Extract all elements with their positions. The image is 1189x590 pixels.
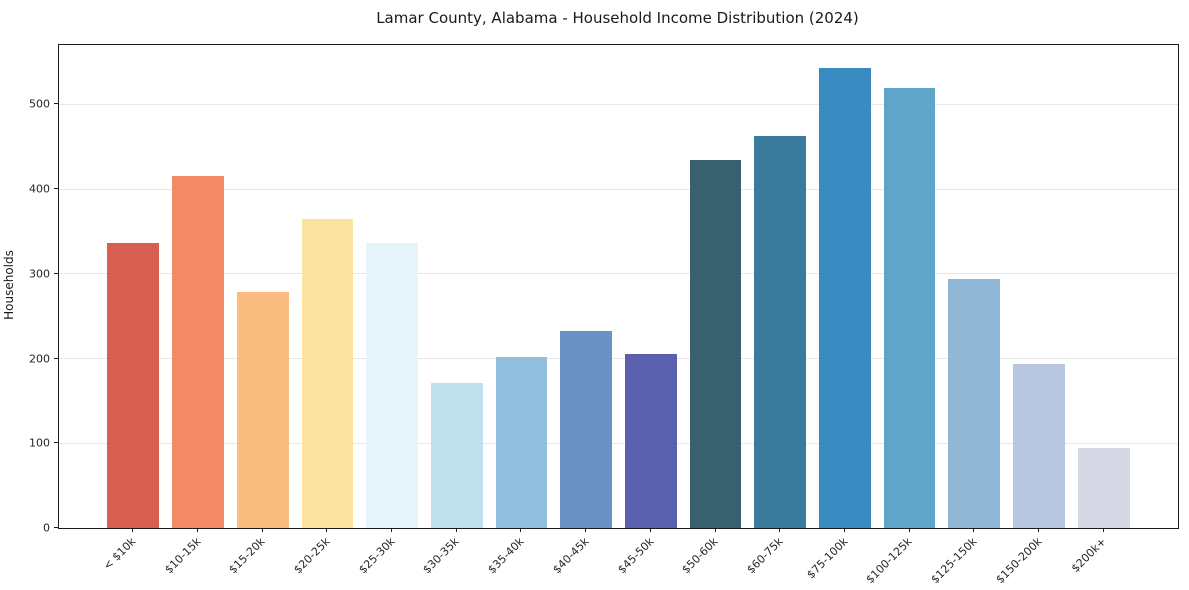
- gridline: [59, 358, 1178, 360]
- bar-11: [754, 135, 807, 528]
- x-tick-label: $100-125k: [863, 535, 915, 587]
- gridline: [59, 273, 1178, 275]
- y-tick-label: 400: [29, 182, 50, 196]
- bar-4: [301, 218, 354, 528]
- y-tick-mark: [54, 527, 58, 528]
- x-tick-label: $45-50k: [614, 535, 657, 577]
- x-tick-mark: [779, 528, 781, 532]
- gridline: [59, 103, 1178, 105]
- x-tick-mark: [326, 528, 328, 532]
- x-tick-mark: [1102, 528, 1104, 532]
- x-tick-label: $60-75k: [744, 535, 786, 577]
- y-tick-label: 300: [29, 267, 50, 281]
- bar-13: [883, 88, 936, 528]
- x-tick-label: $40-45k: [550, 535, 592, 577]
- x-tick-mark: [843, 528, 845, 532]
- bar-14: [948, 278, 1001, 528]
- y-tick-mark: [54, 357, 58, 359]
- bar-16: [1077, 447, 1130, 528]
- y-tick-label: 0: [43, 521, 50, 535]
- bar-6: [430, 383, 483, 528]
- x-tick-label: $50-60k: [679, 535, 721, 577]
- y-tick-mark: [54, 188, 58, 190]
- bar-8: [560, 330, 613, 528]
- y-axis-label: Households: [2, 250, 16, 320]
- x-tick-mark: [714, 528, 716, 532]
- bar-3: [236, 292, 289, 528]
- x-tick-label: $30-35k: [420, 535, 462, 577]
- bar-1: [107, 243, 160, 528]
- x-tick-mark: [455, 528, 457, 532]
- x-tick-label: $15-20k: [226, 535, 268, 577]
- y-tick-mark: [54, 442, 58, 444]
- x-tick-label: $10-15k: [161, 535, 204, 577]
- chart-title: Lamar County, Alabama - Household Income…: [376, 9, 859, 27]
- gridline: [59, 442, 1178, 444]
- x-tick-label: $35-40k: [485, 535, 527, 577]
- x-tick-mark: [520, 528, 522, 532]
- x-tick-label: $200k+: [1068, 535, 1109, 576]
- bar-2: [172, 175, 224, 528]
- x-tick-mark: [585, 528, 587, 532]
- x-tick-label: $150-200k: [993, 535, 1045, 587]
- bar-10: [689, 160, 742, 528]
- x-tick-mark: [1037, 528, 1039, 532]
- x-tick-label: $75-100k: [803, 535, 851, 582]
- y-tick-label: 500: [29, 97, 50, 111]
- x-tick-mark: [973, 528, 975, 532]
- x-tick-mark: [132, 528, 134, 532]
- y-tick-mark: [54, 272, 58, 274]
- bar-9: [624, 354, 677, 528]
- bar-12: [819, 67, 871, 528]
- x-tick-mark: [261, 528, 263, 532]
- x-tick-label: < $10k: [100, 535, 139, 573]
- x-tick-mark: [391, 528, 393, 532]
- x-tick-mark: [908, 528, 910, 532]
- y-tick-label: 100: [29, 436, 50, 450]
- x-tick-mark: [649, 528, 651, 532]
- plot-area: [58, 44, 1179, 529]
- x-tick-label: $125-150k: [928, 535, 980, 587]
- x-tick-label: $25-30k: [356, 535, 398, 577]
- bar-15: [1013, 363, 1065, 528]
- x-tick-mark: [197, 528, 199, 532]
- gridline: [59, 188, 1178, 190]
- y-tick-mark: [54, 103, 58, 105]
- bar-7: [495, 356, 548, 528]
- bar-5: [366, 243, 418, 528]
- y-tick-label: 200: [29, 352, 50, 366]
- x-tick-label: $20-25k: [291, 535, 333, 577]
